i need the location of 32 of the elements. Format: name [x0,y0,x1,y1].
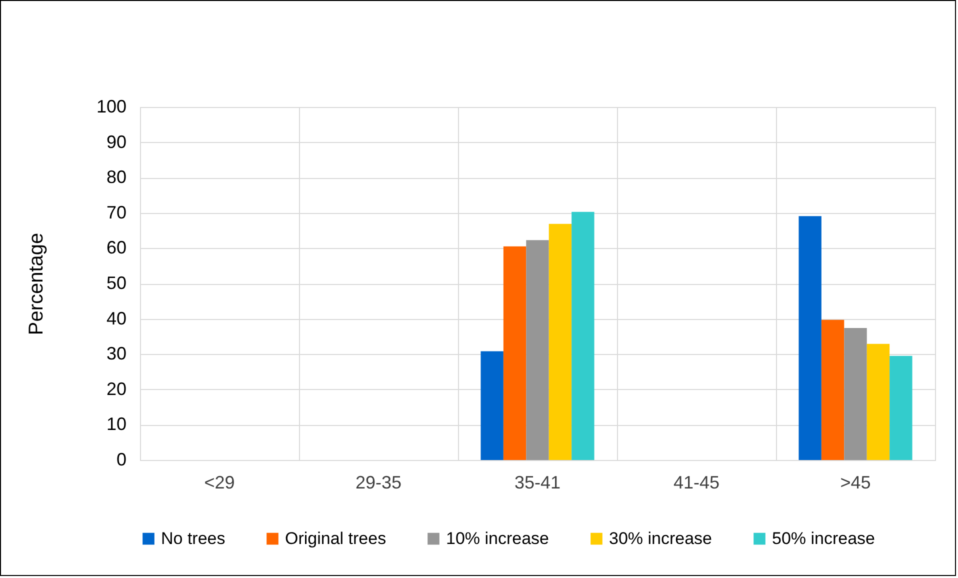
bar [572,212,594,460]
bar [844,328,867,460]
bar [526,240,549,460]
legend-label: 50% increase [772,528,876,548]
bar [798,216,822,460]
bar [548,224,572,460]
y-tick-label: 20 [106,378,126,399]
y-tick-label: 60 [106,238,126,258]
x-tick-label: 35-41 [514,472,561,492]
y-tick-label: 100 [96,96,126,116]
y-tick-label: 80 [106,167,126,188]
bar [503,246,526,460]
bar [866,344,890,460]
x-tick-label: 29-35 [355,472,402,492]
y-tick-label: 90 [106,132,126,152]
bar [890,356,912,460]
y-tick-label: 30 [106,344,126,364]
y-tick-label: 40 [106,308,126,328]
y-tick-label: 10 [106,414,126,434]
bar [821,320,844,460]
x-tick-label: 41-45 [673,472,720,492]
legend-label: 30% increase [609,528,712,548]
y-tick-label: 0 [116,450,126,470]
x-tick-label: <29 [204,472,235,492]
legend-label: No trees [161,528,226,548]
legend-label: Original trees [285,528,386,548]
y-tick-label: 50 [106,273,126,293]
y-axis-title: Percentage [25,232,48,336]
y-tick-label: 70 [106,202,126,222]
x-tick-label: >45 [840,472,871,492]
bar [480,351,504,460]
legend-label: 10% increase [446,528,550,548]
